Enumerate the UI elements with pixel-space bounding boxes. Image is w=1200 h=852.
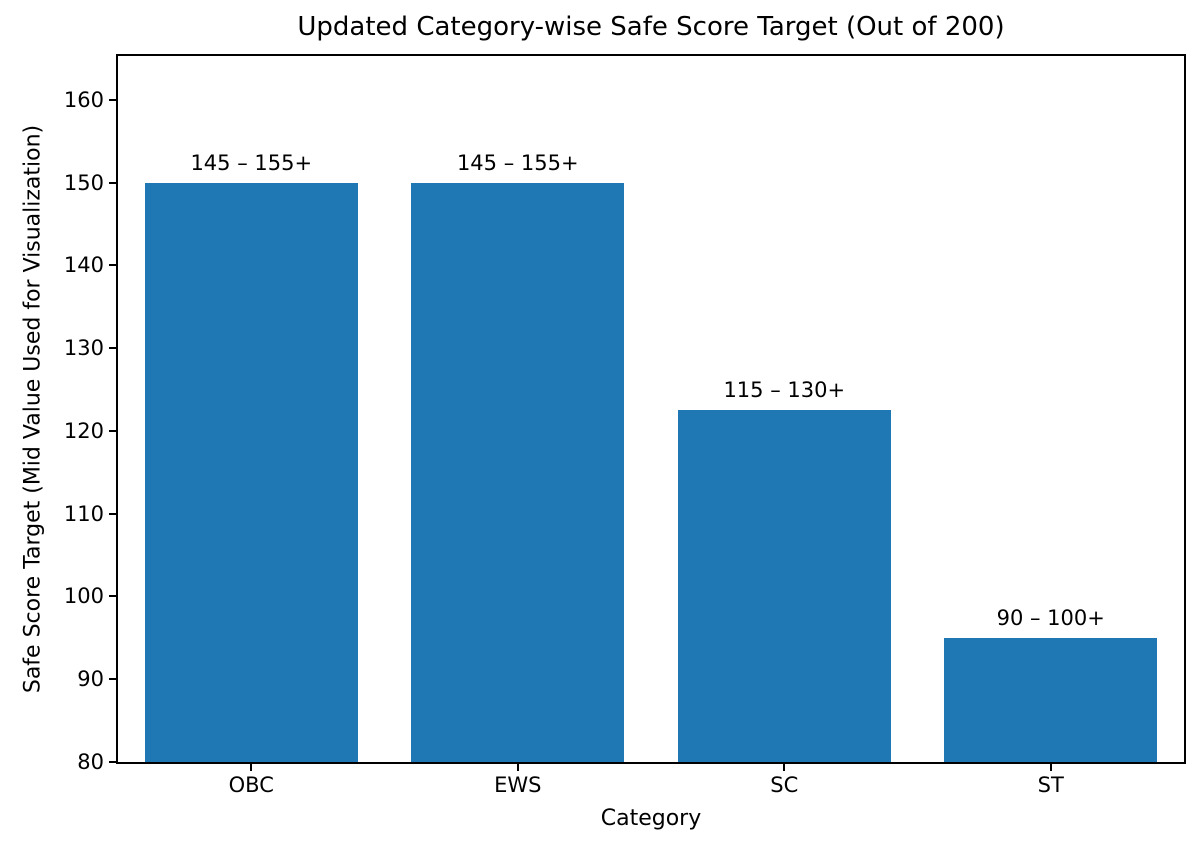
y-tick-label: 90 xyxy=(77,667,104,692)
bar-sc xyxy=(677,410,891,762)
x-tick-mark xyxy=(1049,764,1052,771)
bar-ews xyxy=(411,182,625,762)
y-tick-mark xyxy=(109,347,116,350)
y-tick-mark xyxy=(109,761,116,763)
y-tick-label: 110 xyxy=(63,501,104,526)
y-tick-label: 120 xyxy=(63,418,104,443)
x-tick-mark xyxy=(250,764,253,771)
y-tick-label: 160 xyxy=(63,87,104,112)
bar-obc xyxy=(144,182,358,762)
bar-value-label: 115 – 130+ xyxy=(723,378,846,403)
y-tick-label: 80 xyxy=(77,750,104,774)
x-tick-label: ST xyxy=(1037,773,1064,797)
x-tick-mark xyxy=(783,764,786,771)
x-tick-mark xyxy=(516,764,519,771)
bar-value-label: 145 – 155+ xyxy=(456,150,579,175)
y-tick-mark xyxy=(109,595,116,598)
y-tick-label: 150 xyxy=(63,170,104,195)
y-tick-mark xyxy=(109,512,116,515)
x-tick-label: SC xyxy=(770,773,799,797)
y-tick-mark xyxy=(109,181,116,184)
bar-value-label: 90 – 100+ xyxy=(996,605,1105,630)
y-tick-label: 100 xyxy=(63,584,104,609)
y-tick-label: 130 xyxy=(63,336,104,361)
x-axis-label: Category xyxy=(600,806,702,831)
y-tick-mark xyxy=(109,429,116,432)
y-tick-mark xyxy=(109,678,116,681)
chart-title: Updated Category-wise Safe Score Target … xyxy=(297,12,1005,42)
x-tick-label: EWS xyxy=(494,773,542,797)
y-tick-label: 140 xyxy=(63,253,104,278)
bar-value-label: 145 – 155+ xyxy=(190,150,313,175)
bar-st xyxy=(944,637,1158,762)
y-tick-mark xyxy=(109,264,116,267)
x-tick-label: OBC xyxy=(228,773,274,797)
y-tick-mark xyxy=(109,98,116,101)
